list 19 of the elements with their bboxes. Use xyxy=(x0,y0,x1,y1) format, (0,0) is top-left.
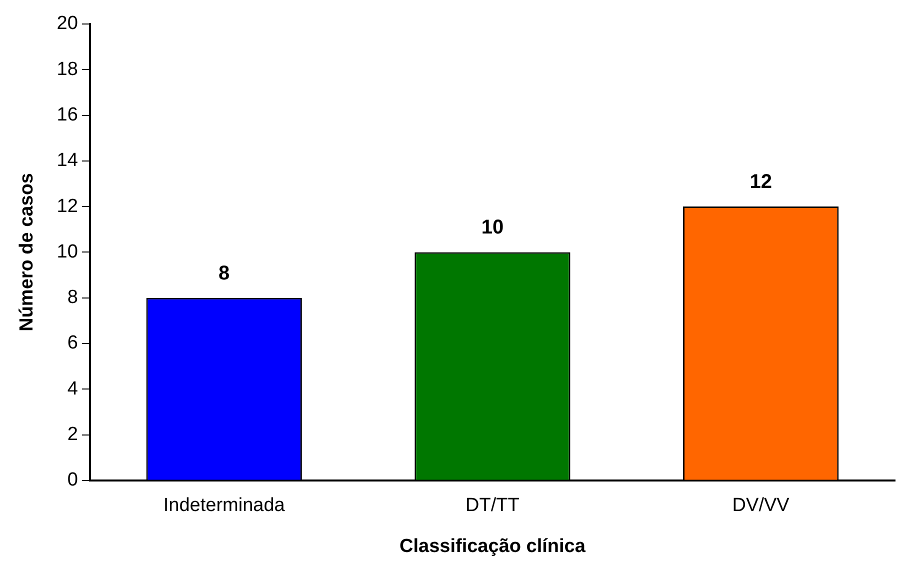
y-tick-label: 14 xyxy=(56,150,78,172)
y-axis-title: Número de casos xyxy=(16,172,38,332)
y-tick-label: 0 xyxy=(67,470,78,491)
x-tick-label: DT/TT xyxy=(466,495,520,516)
y-tick-label: 6 xyxy=(67,332,78,354)
data-label: 12 xyxy=(750,171,772,194)
data-label: 10 xyxy=(481,216,504,239)
y-tick-label: 16 xyxy=(56,104,78,126)
y-tick-label: 20 xyxy=(56,13,78,34)
y-tick-label: 10 xyxy=(56,241,78,262)
x-tick-label: DV/VV xyxy=(732,495,790,516)
data-label: 8 xyxy=(218,262,230,284)
y-tick-label: 8 xyxy=(67,287,78,308)
y-tick-label: 2 xyxy=(67,424,78,445)
x-tick-label: Indeterminada xyxy=(163,495,286,516)
x-axis-title: Classificação clínica xyxy=(400,536,586,557)
y-tick-label: 4 xyxy=(67,378,78,400)
y-tick-label: 18 xyxy=(56,58,78,80)
y-tick-label: 12 xyxy=(56,196,78,217)
